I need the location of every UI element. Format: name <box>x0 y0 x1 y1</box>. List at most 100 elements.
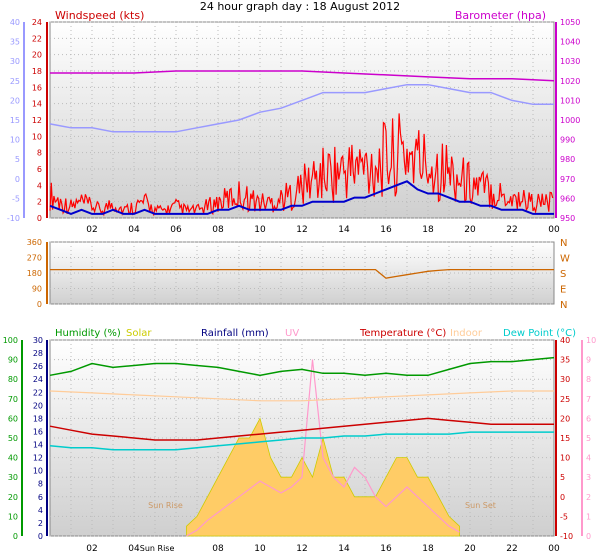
legend-item: Rainfall (mm) <box>201 328 269 339</box>
lower-legend: Humidity (%) Solar Rainfall (mm) UV Temperat… <box>55 328 576 339</box>
barometer-tick-label: 1030 <box>560 57 580 66</box>
uv-tick-label: 0 <box>586 532 591 541</box>
uv-tick-label: 7 <box>586 395 591 404</box>
humidity-tick-label: 0 <box>13 532 18 541</box>
left-axis-trace <box>49 83 554 133</box>
legend-item: Dew Point (°C) <box>503 328 576 339</box>
uv-tick-label: 6 <box>586 414 591 423</box>
rainfall-tick-label: 10 <box>33 467 43 476</box>
x-tick-label: 14 <box>338 225 350 235</box>
graph-title: 24 hour graph day : 18 August 2012 <box>200 0 400 13</box>
compass-label: N <box>560 300 567 311</box>
temperature-tick-label: 10 <box>560 454 570 463</box>
windspeed-tick-label: 4 <box>37 181 42 190</box>
x-tick-label: 14 <box>338 544 350 554</box>
uv-tick-label: 10 <box>586 336 596 345</box>
legend-item: Temperature (°C) <box>359 328 446 339</box>
legend-item: Solar <box>126 328 152 339</box>
outer-tick-label: 0 <box>15 175 20 184</box>
lower-series <box>49 356 555 451</box>
compass-label: E <box>560 285 566 296</box>
legend-item: Humidity (%) <box>55 328 121 339</box>
outer-tick-label: 10 <box>10 136 20 145</box>
solar-area <box>186 417 460 537</box>
outer-tick-label: 20 <box>10 96 20 105</box>
outer-tick-label: 5 <box>15 155 20 164</box>
x-tick-label: 08 <box>212 225 224 235</box>
x-tick-label: 02 <box>86 225 97 235</box>
rainfall-tick-label: 22 <box>33 388 43 397</box>
humidity-tick-label: 50 <box>8 434 18 443</box>
x-tick-label: 22 <box>506 225 517 235</box>
barometer-label: Barometer (hpa) <box>455 9 546 22</box>
barometer-line <box>50 70 555 82</box>
dewpoint-line <box>49 431 554 451</box>
x-tick-label: 22 <box>506 544 517 554</box>
uv-tick-label: 1 <box>586 512 591 521</box>
uv-tick-label: 2 <box>586 493 591 502</box>
rainfall-tick-label: 16 <box>33 427 43 436</box>
windspeed-tick-label: 22 <box>32 34 42 43</box>
humidity-tick-label: 90 <box>8 356 18 365</box>
direction-panel-grid <box>50 241 554 305</box>
humidity-tick-label: 10 <box>8 512 18 521</box>
barometer-tick-label: 1000 <box>560 116 580 125</box>
rainfall-tick-label: 2 <box>38 519 43 528</box>
temperature-tick-label: 25 <box>560 395 570 404</box>
outer-tick-label: -10 <box>7 214 20 223</box>
humidity-tick-label: 70 <box>8 395 18 404</box>
humidity-line <box>49 356 555 377</box>
uv-tick-label: 9 <box>586 356 591 365</box>
windspeed-label: Windspeed (kts) <box>55 9 144 22</box>
x-tick-label: 10 <box>254 225 266 235</box>
windspeed-tick-label: 0 <box>37 214 42 223</box>
outer-tick-label: 35 <box>10 38 20 47</box>
solar-series <box>186 417 460 537</box>
rainfall-tick-label: 4 <box>38 506 43 515</box>
x-tick-label: 16 <box>380 225 392 235</box>
rainfall-tick-label: 20 <box>33 401 43 410</box>
uv-tick-label: 5 <box>586 434 591 443</box>
x-tick-label: 20 <box>464 544 476 554</box>
windspeed-tick-label: 14 <box>32 100 42 109</box>
rainfall-tick-label: 28 <box>33 349 43 358</box>
barometer-tick-label: 1010 <box>560 96 580 105</box>
barometer-tick-label: 990 <box>560 136 575 145</box>
x-tick-label: 02 <box>86 544 97 554</box>
indoor-line <box>49 390 554 402</box>
x-tick-label: 16 <box>380 544 392 554</box>
wind-panel-axes: 024681012141618202224-10-505101520253035… <box>7 18 580 235</box>
temperature-tick-label: 20 <box>560 414 570 423</box>
windspeed-tick-label: 10 <box>32 132 42 141</box>
rainfall-tick-label: 26 <box>33 362 43 371</box>
humidity-tick-label: 80 <box>8 375 18 384</box>
windspeed-tick-label: 2 <box>37 198 42 207</box>
humidity-tick-label: 40 <box>8 454 18 463</box>
rainfall-tick-label: 12 <box>33 454 43 463</box>
rainfall-tick-label: 18 <box>33 414 43 423</box>
x-tick-label: 04 <box>128 544 140 554</box>
direction-tick-label: 360 <box>27 238 42 247</box>
x-tick-label: 00 <box>548 225 560 235</box>
direction-tick-label: 270 <box>27 254 42 263</box>
rainfall-tick-label: 14 <box>33 441 43 450</box>
humidity-tick-label: 20 <box>8 493 18 502</box>
windspeed-tick-label: 18 <box>32 67 42 76</box>
humidity-tick-label: 60 <box>8 414 18 423</box>
rainfall-tick-label: 8 <box>38 480 43 489</box>
x-tick-label: 06 <box>170 225 182 235</box>
windspeed-series <box>49 113 554 217</box>
uv-tick-label: 3 <box>586 473 591 482</box>
x-tick-label: 10 <box>254 544 266 554</box>
compass-label: S <box>560 269 566 280</box>
outer-tick-label: 15 <box>10 116 20 125</box>
temperature-tick-label: 15 <box>560 434 570 443</box>
uv-tick-label: 8 <box>586 375 591 384</box>
sun-set-label: Sun Set <box>465 501 496 510</box>
barometer-tick-label: 1040 <box>560 38 580 47</box>
compass-label: N <box>560 238 567 249</box>
compass-label: W <box>560 254 570 265</box>
uv-tick-label: 4 <box>586 454 591 463</box>
